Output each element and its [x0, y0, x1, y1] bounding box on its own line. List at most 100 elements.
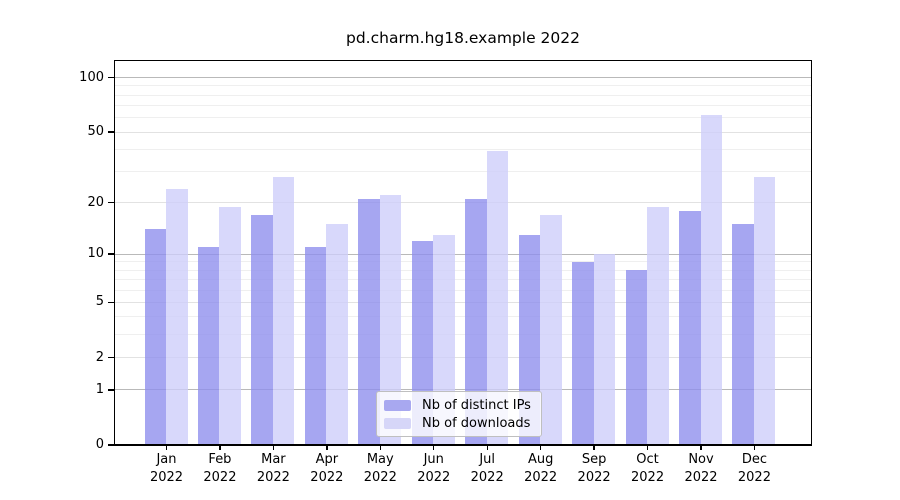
bar-distinct-ips [358, 198, 380, 445]
gridline-major [115, 202, 811, 204]
gridline-minor [115, 171, 811, 173]
x-tick-mark [165, 445, 168, 450]
chart-title: pd.charm.hg18.example 2022 [346, 29, 580, 47]
x-tick-label: May 2022 [348, 451, 412, 487]
gridline-minor [115, 316, 811, 318]
bar-downloads [379, 195, 402, 445]
x-tick-mark [593, 445, 595, 450]
gridline-major [115, 131, 811, 133]
x-tick-year: 2022 [149, 470, 184, 485]
x-tick-month: Aug [527, 452, 554, 467]
x-tick-mark [433, 445, 435, 450]
y-axis-line [114, 59, 116, 446]
gridline-major [115, 357, 811, 359]
bar-downloads [753, 176, 776, 445]
x-tick-month: May [366, 452, 394, 467]
x-tick-label: Nov 2022 [669, 451, 733, 487]
bar-downloads [326, 224, 348, 445]
bar-distinct-ips [144, 229, 166, 445]
gridline-decade [115, 389, 811, 391]
x-tick-month: Sep [581, 452, 607, 467]
y-tick-label: 0 [95, 437, 104, 452]
gridline-minor [115, 105, 811, 107]
bar-downloads [540, 214, 562, 445]
legend-label-distinct-ips: Nb of distinct IPs [422, 397, 531, 413]
gridline-minor [115, 278, 811, 280]
x-tick-label: Sep 2022 [562, 451, 626, 487]
x-tick-year: 2022 [737, 470, 771, 485]
gridline-decade [115, 253, 811, 255]
bar-distinct-ips [304, 247, 327, 445]
plot-border-top [114, 59, 812, 61]
gridline-minor [115, 269, 811, 271]
bar-downloads [166, 188, 188, 445]
y-tick-mark [108, 444, 115, 446]
y-tick-mark [108, 201, 115, 204]
y-tick-mark [108, 131, 115, 133]
x-tick-year: 2022 [577, 470, 611, 485]
x-tick-month: Jun [423, 452, 444, 467]
bar-downloads [647, 206, 669, 445]
y-tick-mark [108, 76, 115, 79]
y-tick-label: 5 [95, 294, 104, 310]
x-tick-mark [379, 445, 381, 450]
x-tick-month: Oct [636, 452, 659, 467]
gridline-minor [115, 334, 811, 336]
legend-label-downloads: Nb of downloads [422, 415, 531, 431]
y-tick-mark [108, 356, 115, 359]
x-axis-line [114, 444, 812, 446]
gridline-minor [115, 117, 811, 119]
x-tick-month: Feb [208, 452, 232, 467]
bar-downloads [219, 206, 241, 445]
legend-swatch-distinct-ips [384, 400, 411, 411]
bar-distinct-ips [625, 270, 648, 445]
x-tick-mark [326, 445, 328, 450]
y-tick-label: 10 [87, 246, 104, 262]
x-tick-year: 2022 [684, 470, 718, 485]
gridline-minor [115, 289, 811, 291]
gridline-major [115, 301, 811, 303]
x-tick-month: Apr [315, 452, 339, 467]
bar-distinct-ips [679, 210, 701, 445]
x-tick-year: 2022 [256, 470, 290, 485]
x-tick-label: Feb 2022 [188, 451, 252, 487]
x-tick-mark [272, 445, 275, 450]
bar-distinct-ips [572, 261, 594, 445]
y-tick-label: 100 [79, 69, 104, 85]
x-tick-label: Dec 2022 [722, 451, 786, 487]
gridline-minor [115, 94, 811, 96]
x-tick-month: Mar [261, 452, 286, 467]
y-tick-label: 2 [95, 349, 104, 365]
gridline-decade [115, 77, 811, 79]
gridline-minor [115, 261, 811, 263]
x-tick-label: Aug 2022 [509, 451, 573, 487]
legend: Nb of distinct IPs Nb of downloads [376, 391, 542, 437]
x-tick-mark [486, 445, 488, 450]
x-tick-year: 2022 [631, 470, 665, 485]
x-tick-mark [539, 445, 542, 450]
plot-area [115, 60, 811, 445]
bar-downloads [486, 151, 509, 445]
y-tick-label: 50 [87, 124, 104, 139]
x-tick-year: 2022 [203, 470, 237, 485]
plot-border-right [810, 59, 812, 446]
x-tick-label: Jan 2022 [135, 451, 199, 487]
bar-downloads [272, 176, 295, 445]
x-tick-year: 2022 [524, 470, 558, 485]
y-tick-mark [108, 253, 115, 255]
x-tick-label: Jun 2022 [402, 451, 466, 487]
x-tick-year: 2022 [363, 470, 397, 485]
bar-distinct-ips [197, 247, 220, 445]
gridline-minor [115, 148, 811, 150]
x-tick-month: Jan [156, 452, 177, 467]
y-tick-label: 20 [87, 194, 104, 210]
x-tick-year: 2022 [310, 470, 344, 485]
x-tick-label: Apr 2022 [295, 451, 359, 487]
x-tick-month: Dec [741, 452, 768, 467]
x-tick-year: 2022 [417, 470, 451, 485]
bar-distinct-ips [251, 214, 273, 445]
y-tick-mark [108, 301, 115, 304]
bar-distinct-ips [465, 198, 487, 445]
bar-downloads [700, 115, 722, 445]
bar-distinct-ips [732, 224, 754, 445]
